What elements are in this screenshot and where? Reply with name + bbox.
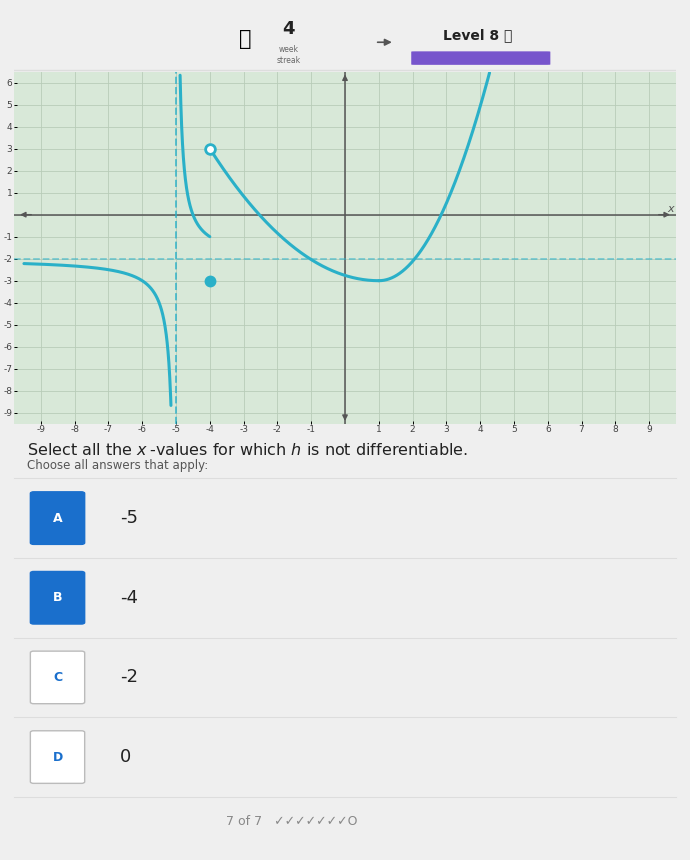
Text: Level 8 ⓘ: Level 8 ⓘ xyxy=(443,28,512,42)
Text: Choose all answers that apply:: Choose all answers that apply: xyxy=(27,459,208,472)
Text: C: C xyxy=(53,671,62,684)
FancyBboxPatch shape xyxy=(30,651,85,703)
Text: 4: 4 xyxy=(282,21,295,39)
Text: 0: 0 xyxy=(120,748,131,766)
Text: A: A xyxy=(52,512,62,525)
Text: 7 of 7   ✓✓✓✓✓✓✓O: 7 of 7 ✓✓✓✓✓✓✓O xyxy=(226,815,357,828)
Text: week
streak: week streak xyxy=(277,46,301,64)
FancyBboxPatch shape xyxy=(411,52,551,64)
FancyBboxPatch shape xyxy=(30,571,85,624)
Text: -2: -2 xyxy=(120,668,138,686)
Text: -4: -4 xyxy=(120,589,138,607)
FancyBboxPatch shape xyxy=(30,731,85,783)
Text: D: D xyxy=(52,751,63,764)
Text: Select all the $x$ -values for which $h$ is not differentiable.: Select all the $x$ -values for which $h$… xyxy=(27,442,468,458)
Text: 🔥: 🔥 xyxy=(239,29,252,49)
Text: -5: -5 xyxy=(120,509,138,527)
Text: $x$: $x$ xyxy=(667,204,676,214)
FancyBboxPatch shape xyxy=(30,492,85,544)
Text: B: B xyxy=(52,592,62,605)
